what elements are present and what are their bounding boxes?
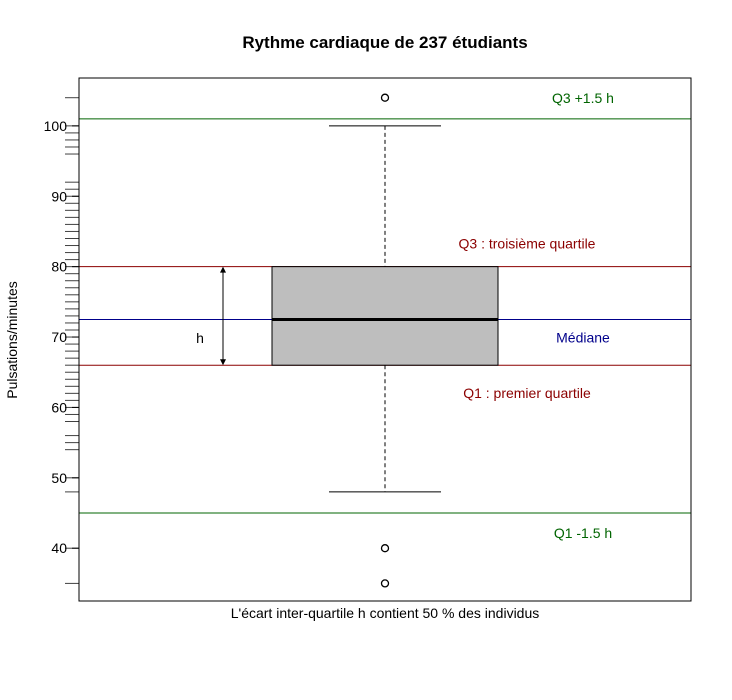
y-axis: 40 50 60 70 80 90 100 [44, 118, 79, 556]
outlier-point [380, 93, 390, 102]
reference-lines: Q3 +1.5 h Q3 : troisième quartile Médiane Q… [79, 90, 691, 541]
rug [65, 97, 79, 584]
iqr-box [271, 266, 499, 366]
reference-label: Médiane [556, 329, 610, 345]
y-tick-label: 50 [51, 470, 67, 486]
reference-label: Q3 : troisième quartile [459, 236, 596, 252]
y-axis-label: Pulsations/minutes [4, 281, 20, 399]
reference-label: Q3 +1.5 h [552, 90, 614, 106]
outlier-point [380, 579, 390, 588]
reference-label: Q1 -1.5 h [554, 525, 612, 541]
h-label: h [196, 330, 204, 346]
y-tick-label: 40 [51, 540, 67, 556]
y-tick-label: 70 [51, 329, 67, 345]
reference-label: Q1 : premier quartile [463, 385, 591, 401]
x-axis-label: L'écart inter-quartile h contient 50 % d… [231, 605, 540, 621]
h-arrow-head-down [220, 359, 226, 366]
plot-frame [78, 77, 692, 602]
chart-title: Rythme cardiaque de 237 étudiants [242, 33, 527, 52]
outlier-point [380, 544, 390, 553]
h-arrow-head-up [220, 266, 226, 273]
y-tick-label: 90 [51, 188, 67, 204]
box-plot: h [196, 93, 499, 588]
y-tick-label: 100 [44, 118, 68, 134]
y-tick-label: 60 [51, 399, 67, 415]
y-tick-label: 80 [51, 259, 67, 275]
